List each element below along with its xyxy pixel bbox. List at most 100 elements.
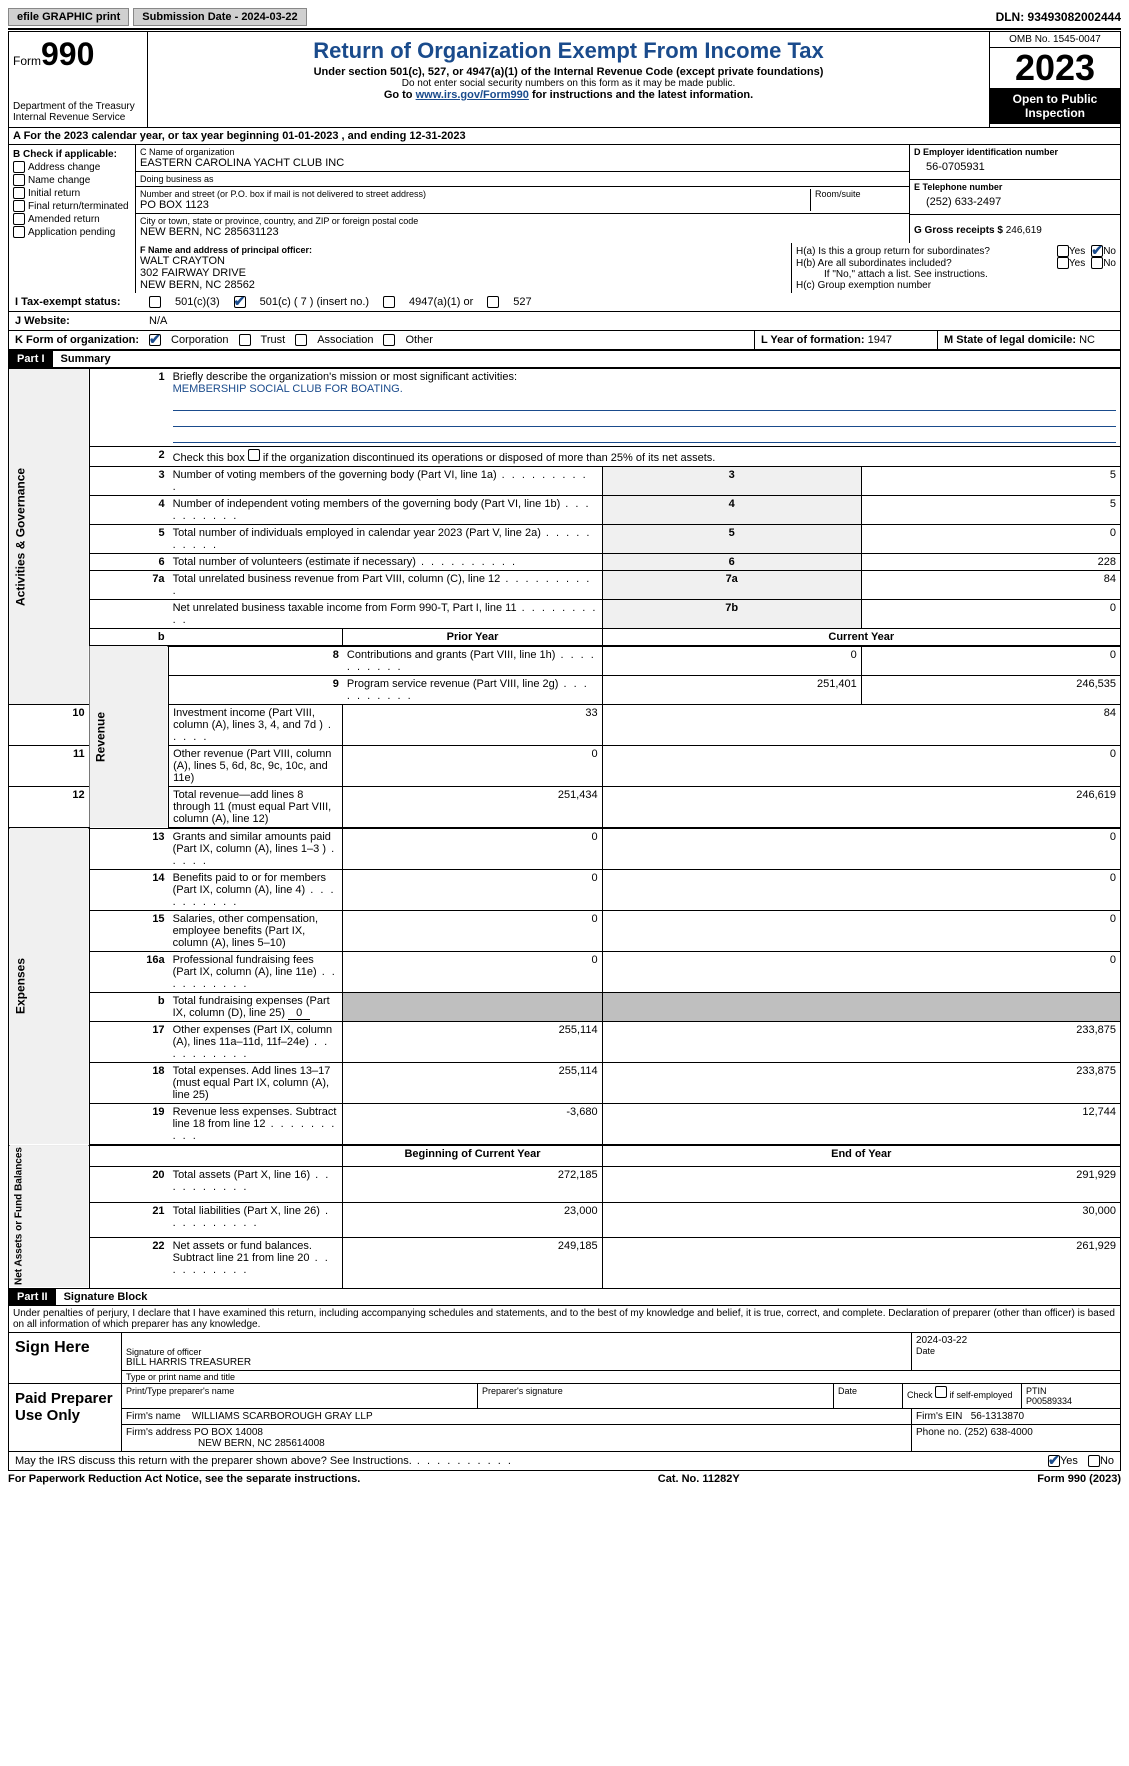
- phone-label: E Telephone number: [914, 182, 1116, 192]
- tax-year: 2023: [990, 48, 1120, 88]
- exp-16b-shade1: [343, 993, 602, 1022]
- part2-title: Signature Block: [56, 1289, 156, 1305]
- chk-assoc[interactable]: [295, 334, 307, 346]
- chk-trust[interactable]: [239, 334, 251, 346]
- box-h: H(a) Is this a group return for subordin…: [792, 243, 1120, 293]
- dln: DLN: 93493082002444: [996, 10, 1121, 24]
- ha-label: H(a) Is this a group return for subordin…: [796, 246, 1057, 257]
- net-20-p: 272,185: [343, 1166, 602, 1202]
- perjury-declaration: Under penalties of perjury, I declare th…: [8, 1306, 1121, 1333]
- officer-name: WALT CRAYTON: [140, 255, 787, 267]
- paid-preparer-label: Paid Preparer Use Only: [9, 1384, 122, 1451]
- officer-label: F Name and address of principal officer:: [140, 245, 787, 255]
- chk-address-change[interactable]: [13, 161, 25, 173]
- chk-other[interactable]: [383, 334, 395, 346]
- chk-527[interactable]: [487, 296, 499, 308]
- form-subtitle: Under section 501(c), 527, or 4947(a)(1)…: [152, 66, 985, 78]
- chk-hb-yes[interactable]: [1057, 257, 1069, 269]
- gov-4-val: 5: [861, 496, 1120, 525]
- hdr-prior: Prior Year: [343, 629, 602, 647]
- sig-officer-label: Signature of officer: [126, 1347, 907, 1357]
- footer-right: Form 990 (2023): [1037, 1473, 1121, 1485]
- firm-name-label: Firm's name: [126, 1411, 181, 1422]
- gov-7b-val: 0: [861, 600, 1120, 629]
- line2-text: Check this box: [173, 452, 248, 464]
- net-21-c: 30,000: [602, 1202, 1120, 1238]
- sig-date: 2024-03-22: [916, 1335, 1116, 1346]
- footer-mid: Cat. No. 11282Y: [658, 1473, 740, 1485]
- net-21-p: 23,000: [343, 1202, 602, 1238]
- tax-status-label: I Tax-exempt status:: [9, 293, 143, 311]
- rev-10-c: 84: [602, 705, 1120, 746]
- type-name-label: Type or print name and title: [122, 1371, 1120, 1383]
- rev-8-desc: Contributions and grants (Part VIII, lin…: [347, 649, 596, 673]
- discuss-text: May the IRS discuss this return with the…: [15, 1455, 513, 1467]
- part1-header: Part I Summary: [8, 350, 1121, 368]
- firm-phone-label: Phone no.: [916, 1427, 962, 1438]
- part2-badge: Part II: [9, 1289, 56, 1305]
- gross-label: G Gross receipts $: [914, 225, 1003, 236]
- prep-date-label: Date: [834, 1384, 903, 1408]
- form-org-label: K Form of organization:: [15, 334, 139, 346]
- chk-final-return[interactable]: [13, 200, 25, 212]
- rev-9-c: 246,535: [861, 676, 1120, 705]
- chk-corp[interactable]: [149, 334, 161, 346]
- check-self-text: Check: [907, 1390, 935, 1400]
- efile-print-button[interactable]: efile GRAPHIC print: [8, 8, 129, 26]
- website-value: N/A: [143, 312, 173, 330]
- chk-ha-no[interactable]: [1091, 245, 1103, 257]
- net-21-desc: Total liabilities (Part X, line 26): [173, 1205, 330, 1229]
- ein-label: D Employer identification number: [914, 147, 1116, 157]
- exp-16b-val: 0: [288, 1007, 310, 1020]
- rev-11-c: 0: [602, 746, 1120, 787]
- irs-link[interactable]: www.irs.gov/Form990: [416, 89, 529, 101]
- ptin-value: P00589334: [1026, 1396, 1116, 1406]
- exp-18-desc: Total expenses. Add lines 13–17 (must eq…: [173, 1065, 331, 1101]
- chk-amended[interactable]: [13, 213, 25, 225]
- gov-3-desc: Number of voting members of the governin…: [173, 469, 588, 493]
- chk-discontinued[interactable]: [248, 449, 260, 461]
- year-form-label: L Year of formation:: [761, 334, 865, 346]
- chk-501c[interactable]: [234, 296, 246, 308]
- side-net-assets: Net Assets or Fund Balances: [9, 1145, 90, 1288]
- exp-15-c: 0: [602, 911, 1120, 952]
- exp-13-c: 0: [602, 828, 1120, 870]
- box-c: C Name of organization EASTERN CAROLINA …: [136, 145, 910, 243]
- hb-note: If "No," attach a list. See instructions…: [796, 269, 1116, 280]
- open-inspection: Open to Public Inspection: [990, 88, 1120, 124]
- exp-19-desc: Revenue less expenses. Subtract line 18 …: [173, 1106, 337, 1142]
- chk-hb-no[interactable]: [1091, 257, 1103, 269]
- chk-ha-yes[interactable]: [1057, 245, 1069, 257]
- rev-10-p: 33: [343, 705, 602, 746]
- chk-4947[interactable]: [383, 296, 395, 308]
- chk-discuss-no[interactable]: [1088, 1455, 1100, 1467]
- firm-addr2: NEW BERN, NC 285614008: [126, 1438, 325, 1449]
- chk-discuss-yes[interactable]: [1048, 1455, 1060, 1467]
- box-b: B Check if applicable: Address change Na…: [9, 145, 136, 243]
- chk-initial-return[interactable]: [13, 187, 25, 199]
- exp-14-p: 0: [343, 870, 602, 911]
- page-footer: For Paperwork Reduction Act Notice, see …: [8, 1473, 1121, 1485]
- rev-12-p: 251,434: [343, 787, 602, 829]
- date-label: Date: [916, 1346, 1116, 1356]
- check-self-text2: if self-employed: [947, 1390, 1013, 1400]
- year-form-value: 1947: [868, 334, 892, 346]
- addr-label: Number and street (or P.O. box if mail i…: [140, 189, 806, 199]
- chk-501c3[interactable]: [149, 296, 161, 308]
- chk-name-change[interactable]: [13, 174, 25, 186]
- chk-app-pending[interactable]: [13, 226, 25, 238]
- hdr-curr: Current Year: [602, 629, 1120, 647]
- hc-label: H(c) Group exemption number: [796, 280, 1116, 291]
- chk-self-employed[interactable]: [935, 1386, 947, 1398]
- sign-here-label: Sign Here: [9, 1333, 122, 1383]
- room-label: Room/suite: [815, 189, 905, 199]
- firm-addr-label: Firm's address: [126, 1427, 191, 1438]
- rev-8-c: 0: [861, 646, 1120, 676]
- exp-14-c: 0: [602, 870, 1120, 911]
- gov-5-val: 0: [861, 525, 1120, 554]
- org-name-label: C Name of organization: [140, 147, 905, 157]
- line2-text2: if the organization discontinued its ope…: [263, 452, 716, 464]
- firm-phone: (252) 638-4000: [964, 1427, 1032, 1438]
- gov-7b-desc: Net unrelated business taxable income fr…: [173, 602, 598, 626]
- firm-ein: 56-1313870: [971, 1411, 1024, 1422]
